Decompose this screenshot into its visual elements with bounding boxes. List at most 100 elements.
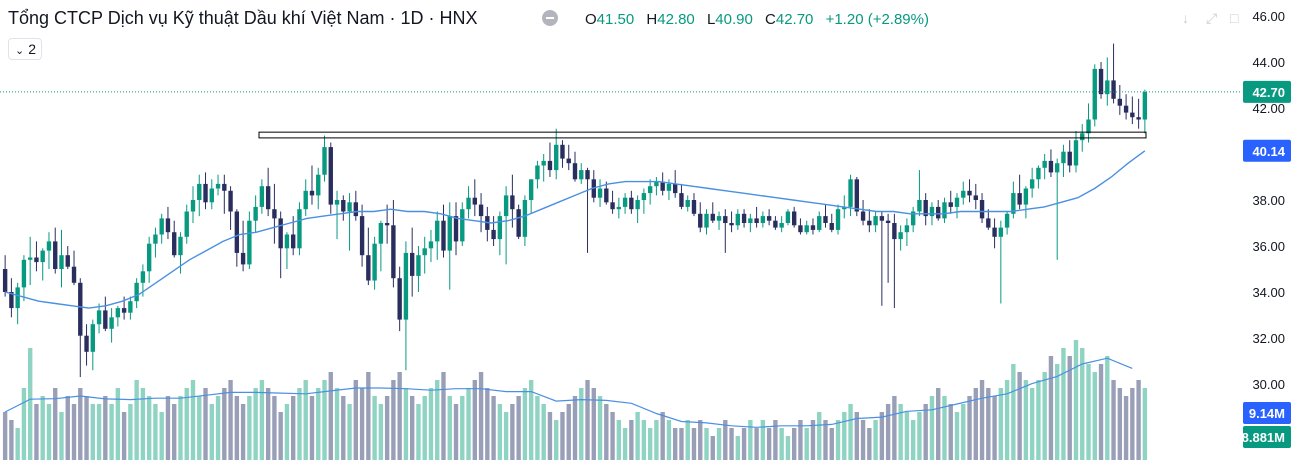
- square-icon[interactable]: □: [1230, 10, 1239, 26]
- candle-body: [942, 202, 947, 219]
- volume-bar: [585, 380, 590, 460]
- fullscreen-icon[interactable]: ⤢: [1206, 10, 1218, 26]
- volume-bar: [535, 396, 540, 460]
- volume-bar: [910, 420, 916, 460]
- candle-body: [848, 179, 853, 207]
- volume-bar: [322, 380, 327, 460]
- candle-body: [109, 317, 114, 329]
- candle-body: [1136, 117, 1141, 120]
- volume-bar: [1067, 356, 1072, 460]
- volume-bar: [90, 404, 95, 460]
- volume-bar: [309, 396, 315, 460]
- volume-bar: [334, 388, 340, 460]
- volume-bar: [829, 428, 834, 460]
- candle-body: [660, 181, 665, 191]
- candle-body: [629, 197, 634, 210]
- volume-bar: [716, 428, 722, 460]
- volume-bar: [1061, 348, 1066, 460]
- candle-body: [428, 241, 434, 249]
- volume-bar: [384, 396, 390, 460]
- candle-body: [466, 197, 471, 210]
- high-label: H: [646, 11, 658, 28]
- volume-bar: [1123, 396, 1129, 460]
- candle-body: [409, 252, 415, 276]
- candle-body: [103, 310, 108, 329]
- candle-body: [1098, 68, 1104, 95]
- candle-body: [572, 163, 578, 180]
- candle-body: [1017, 193, 1022, 205]
- price-tick-label: 44.00: [1252, 55, 1285, 70]
- volume-bar: [146, 396, 152, 460]
- volume-bar: [516, 396, 521, 460]
- candle-body: [773, 220, 778, 228]
- candle-body: [178, 236, 183, 256]
- volume-bar: [1111, 380, 1116, 460]
- candle-body: [228, 190, 233, 212]
- volume-bar: [773, 420, 778, 460]
- candle-body: [760, 216, 766, 223]
- collapse-indicators-button[interactable]: ⌄ 2: [8, 38, 42, 60]
- candle-body: [441, 220, 446, 251]
- volume-bar: [403, 388, 409, 460]
- candle-body: [184, 211, 189, 237]
- arrow-down-icon[interactable]: ↓: [1182, 10, 1189, 26]
- volume-bar: [190, 380, 196, 460]
- volume-bar: [234, 396, 240, 460]
- candle-body: [1086, 119, 1091, 134]
- candle-body: [328, 147, 333, 205]
- candle-body: [247, 220, 252, 265]
- candle-body: [435, 220, 440, 242]
- candle-body: [910, 211, 916, 226]
- volume-bar: [278, 412, 283, 460]
- volume-bar: [729, 428, 734, 460]
- volume-bar: [967, 396, 972, 460]
- candle-body: [40, 250, 45, 263]
- volume-bar: [240, 404, 246, 460]
- volume-bar: [572, 396, 578, 460]
- candle-body: [472, 197, 477, 205]
- candle-body: [240, 252, 246, 265]
- candle-body: [791, 211, 797, 226]
- volume-bar: [247, 396, 252, 460]
- volume-bar: [1142, 388, 1148, 460]
- svg-text:42.70: 42.70: [1252, 85, 1285, 100]
- hide-legend-button[interactable]: [542, 10, 558, 26]
- candle-body: [585, 170, 590, 180]
- volume-bar: [579, 388, 584, 460]
- candle-body: [873, 216, 878, 226]
- volume-bar: [698, 420, 703, 460]
- volume-bar: [115, 388, 121, 460]
- candle-body: [353, 202, 359, 217]
- volume-bar: [303, 380, 308, 460]
- candle-body: [1123, 105, 1129, 113]
- volume-bar: [785, 436, 791, 460]
- volume-bar: [635, 412, 640, 460]
- candle-body: [1067, 151, 1072, 166]
- volume-bar: [998, 388, 1004, 460]
- volume-bar: [366, 372, 371, 460]
- open-label: O: [585, 11, 597, 28]
- candle-body: [748, 218, 753, 223]
- volume-bar: [478, 372, 484, 460]
- candle-body: [278, 218, 283, 249]
- candle-body: [215, 183, 221, 189]
- volume-bar: [1017, 372, 1022, 460]
- volume-bar: [1092, 372, 1097, 460]
- candle-body: [1105, 80, 1110, 95]
- volume-bar: [128, 404, 133, 460]
- candle-body: [65, 255, 70, 267]
- candle-body: [766, 216, 772, 221]
- candle-body: [478, 204, 484, 217]
- last-price-badge: 42.70: [1243, 80, 1291, 103]
- volume-bar: [817, 412, 822, 460]
- volume-bar: [1042, 372, 1047, 460]
- candle-body: [741, 213, 747, 223]
- candle-body: [622, 197, 628, 207]
- volume-bar: [497, 404, 503, 460]
- volume-bar: [84, 396, 89, 460]
- price-tick-label: 34.00: [1252, 285, 1285, 300]
- candle-body: [904, 225, 910, 233]
- volume-bar: [153, 404, 158, 460]
- volume-bar: [409, 396, 415, 460]
